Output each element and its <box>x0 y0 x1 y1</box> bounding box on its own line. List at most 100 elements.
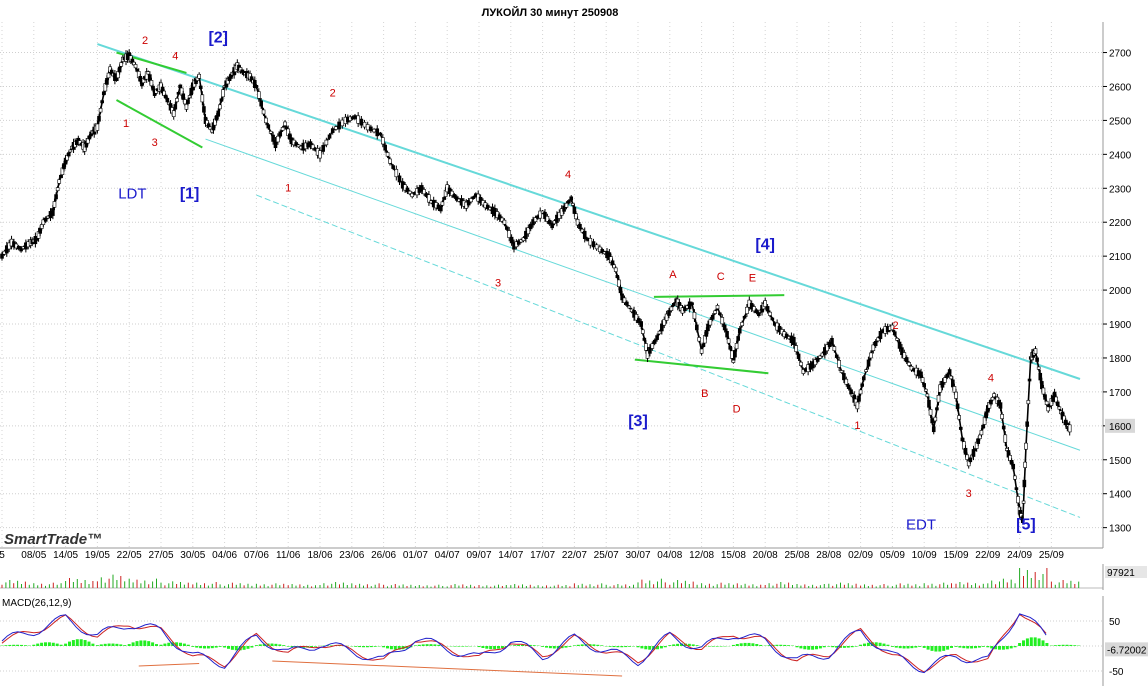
candle-body <box>857 395 861 402</box>
candle-body <box>979 430 984 436</box>
candle-body <box>391 165 395 169</box>
candle-body <box>710 314 715 320</box>
candle-body <box>1057 406 1062 410</box>
candle-body <box>466 200 471 206</box>
date-tick-label: 5 <box>0 550 5 561</box>
candle-body <box>858 389 863 395</box>
candle-body <box>1003 434 1008 443</box>
date-tick-label: 18/06 <box>307 550 332 561</box>
candle-body <box>627 305 632 309</box>
candle-body <box>613 267 618 272</box>
wave-label: 1 <box>123 118 129 130</box>
candle-body <box>1008 455 1012 462</box>
candle-body <box>645 350 650 359</box>
date-tick-label: 04/08 <box>657 550 682 561</box>
candle-body <box>664 313 669 321</box>
candle-body <box>318 150 322 159</box>
candle-body <box>849 389 853 395</box>
candle-body <box>1021 500 1026 504</box>
candle-body <box>1067 424 1072 433</box>
candle-body <box>1036 366 1041 370</box>
candle-body <box>197 73 201 79</box>
candle-body <box>133 64 138 69</box>
volume-panel: 97921 <box>0 564 1147 590</box>
candle-body <box>866 359 871 367</box>
candle-body <box>571 203 575 206</box>
candle-body <box>622 297 627 303</box>
candle-body <box>256 91 261 99</box>
candle-body <box>731 359 736 363</box>
candle-body <box>940 380 945 388</box>
macd-panel: MACD(26,12,9)500-50-6.72002 <box>0 596 1148 686</box>
candle-body <box>452 194 457 198</box>
candle-body <box>839 370 844 373</box>
candle-body <box>311 144 315 149</box>
candle-body <box>528 223 533 230</box>
candle-body <box>278 131 283 137</box>
candle-body <box>296 144 301 148</box>
date-tick-label: 12/08 <box>689 550 714 561</box>
candle-body <box>405 187 410 193</box>
candle-body <box>165 97 170 103</box>
price-tick-label: 2400 <box>1109 150 1132 161</box>
candle-body <box>652 339 657 344</box>
candle-body <box>516 240 521 245</box>
price-tick-label: 2000 <box>1109 286 1132 297</box>
date-tick-label: 04/07 <box>435 550 460 561</box>
candle-body <box>578 223 582 229</box>
candle-body <box>657 330 662 335</box>
candle-body <box>1026 400 1031 405</box>
candle-body <box>897 341 902 349</box>
candle-body <box>981 424 985 429</box>
candle-body <box>397 175 402 183</box>
candle-body <box>973 448 977 451</box>
candle-body <box>928 409 933 416</box>
candle-body <box>846 384 851 389</box>
candle-body <box>640 329 645 334</box>
candle-body <box>634 314 639 321</box>
candle-body <box>531 219 535 226</box>
candle-body <box>1022 479 1027 488</box>
candle-body <box>151 85 155 91</box>
candle-body <box>683 306 687 312</box>
candle-body <box>95 123 100 131</box>
candle-body <box>794 345 799 352</box>
candle-body <box>968 457 973 463</box>
candle-body <box>273 140 278 149</box>
candle-body <box>1025 421 1029 427</box>
candle-body <box>763 300 768 308</box>
candle-body <box>575 219 580 226</box>
price-tick-label: 2700 <box>1109 49 1132 60</box>
candle-body <box>617 279 621 287</box>
candle-body <box>1046 406 1051 412</box>
triangle-lower <box>115 99 203 149</box>
candle-body <box>572 206 577 214</box>
candle-body <box>960 437 965 442</box>
date-tick-label: 07/06 <box>244 550 269 561</box>
candle-body <box>745 306 749 314</box>
candle-body <box>1038 372 1043 381</box>
date-tick-label: 30/07 <box>625 550 650 561</box>
candle-body <box>162 90 166 96</box>
candle-body <box>818 355 822 359</box>
candle-body <box>958 426 963 430</box>
candle-body <box>171 110 176 117</box>
flag-lower <box>634 358 769 375</box>
candle-body <box>620 293 624 301</box>
candle-body <box>178 84 182 89</box>
candle-body <box>842 373 846 381</box>
candle-body <box>636 318 641 324</box>
candle-body <box>697 337 702 342</box>
candle-body <box>695 324 699 331</box>
price-series <box>0 49 1072 525</box>
price-tick-label: 2100 <box>1109 252 1132 263</box>
candle-body <box>471 196 476 199</box>
candle-body <box>935 407 939 411</box>
candle-body <box>450 190 454 196</box>
candle-body <box>990 397 995 401</box>
candle-body <box>873 341 878 347</box>
date-tick-label: 08/05 <box>21 550 46 561</box>
candle-body <box>261 109 266 115</box>
candle-body <box>965 454 969 460</box>
candle-body <box>545 215 550 222</box>
